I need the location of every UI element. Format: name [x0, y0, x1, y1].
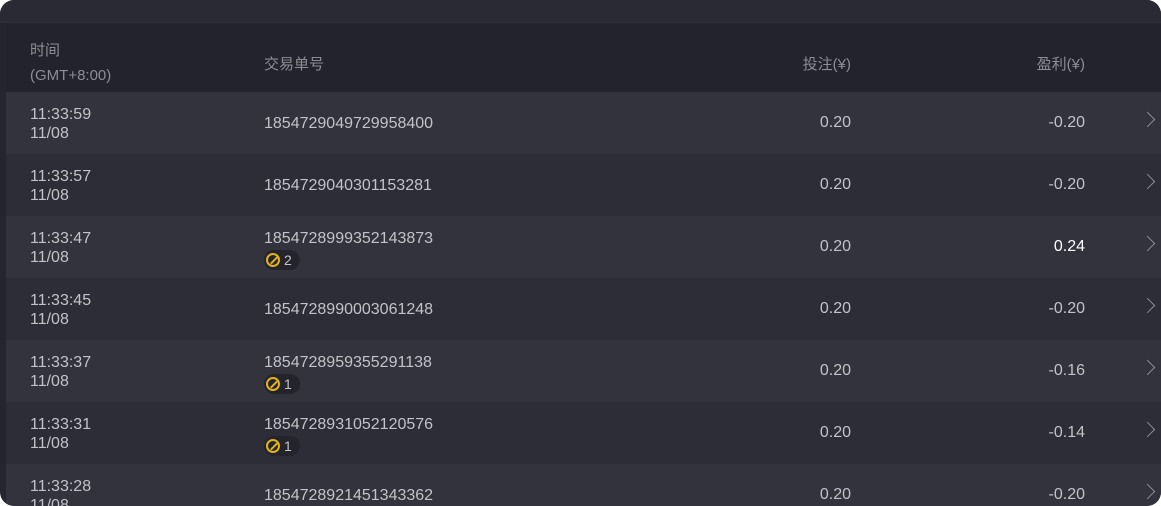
id-cell: 1854728990003061248	[264, 300, 433, 319]
profit-amount: 0.24	[1053, 238, 1085, 255]
id-cell: 1854729049729958400	[264, 114, 433, 133]
bet-amount: 0.20	[819, 114, 851, 131]
time: 11:33:37	[30, 354, 92, 371]
transaction-id: 1854728999352143873	[264, 230, 434, 247]
time-cell: 11:33:31 11/08	[30, 415, 91, 453]
header-time: 时间	[30, 42, 61, 59]
coin-icon	[266, 439, 280, 453]
time: 11:33:45	[30, 292, 92, 309]
profit-amount: -0.14	[1048, 424, 1085, 441]
table-row[interactable]: 11:33:28 11/08 1854728921451343362 0.20 -…	[6, 464, 1161, 506]
free-spin-badge: 1	[264, 436, 300, 456]
date: 11/08	[30, 125, 69, 142]
table-row[interactable]: 11:33:31 11/08 1854728931052120576 1 0.20 …	[6, 402, 1161, 464]
time-cell: 11:33:59 11/08	[30, 105, 91, 143]
profit-amount: -0.20	[1048, 114, 1085, 131]
date: 11/08	[30, 187, 69, 204]
header-id: 交易单号	[264, 56, 325, 73]
id-cell: 1854729040301153281	[264, 176, 432, 195]
profit-amount: -0.20	[1048, 300, 1085, 317]
top-bar	[0, 0, 1161, 23]
transaction-id: 1854728931052120576	[264, 416, 434, 433]
time-cell: 11:33:28 11/08	[30, 477, 91, 506]
bet-amount: 0.20	[819, 176, 851, 193]
time: 11:33:31	[30, 416, 92, 433]
id-cell: 1854728999352143873 2	[264, 229, 433, 272]
bet-amount: 0.20	[819, 300, 851, 317]
bet-amount: 0.20	[819, 424, 851, 441]
time: 11:33:28	[30, 478, 92, 495]
profit-amount: -0.16	[1048, 362, 1085, 379]
free-spin-badge: 2	[264, 250, 300, 270]
table-row[interactable]: 11:33:37 11/08 1854728959355291138 1 0.20 …	[6, 340, 1161, 402]
free-spin-badge: 1	[264, 374, 300, 394]
profit-amount: -0.20	[1048, 176, 1085, 193]
id-cell: 1854728921451343362	[264, 486, 433, 505]
badge-count: 2	[284, 251, 292, 268]
bet-amount: 0.20	[819, 238, 851, 255]
table-row[interactable]: 11:33:47 11/08 1854728999352143873 2 0.20 …	[6, 216, 1161, 278]
chevron-right-icon[interactable]	[1139, 359, 1156, 376]
chevron-right-icon[interactable]	[1139, 297, 1156, 314]
date: 11/08	[30, 497, 69, 506]
time-cell: 11:33:45 11/08	[30, 291, 91, 329]
id-cell: 1854728959355291138 1	[264, 353, 432, 396]
time: 11:33:57	[30, 168, 92, 185]
time-cell: 11:33:37 11/08	[30, 353, 91, 391]
header-bet: 投注(¥)	[802, 56, 851, 73]
chevron-right-icon[interactable]	[1139, 235, 1156, 252]
transaction-id: 1854728959355291138	[264, 354, 432, 371]
chevron-right-icon[interactable]	[1139, 483, 1156, 500]
transaction-id: 1854728921451343362	[264, 487, 434, 504]
date: 11/08	[30, 373, 69, 390]
chevron-right-icon[interactable]	[1139, 111, 1156, 128]
chevron-right-icon[interactable]	[1139, 421, 1156, 438]
transaction-id: 1854729049729958400	[264, 115, 434, 132]
date: 11/08	[30, 435, 69, 452]
date: 11/08	[30, 311, 69, 328]
id-cell: 1854728931052120576 1	[264, 415, 433, 458]
coin-icon	[266, 253, 280, 267]
bet-amount: 0.20	[819, 486, 851, 503]
bet-amount: 0.20	[819, 362, 851, 379]
bet-history-table: 时间 (GMT+8:00) 交易单号 投注(¥) 盈利(¥) 11:33:59 1…	[6, 23, 1161, 506]
transaction-id: 1854728990003061248	[264, 301, 434, 318]
badge-count: 1	[284, 375, 292, 392]
coin-icon	[266, 377, 280, 391]
time: 11:33:59	[30, 106, 92, 123]
chevron-right-icon[interactable]	[1139, 173, 1156, 190]
table-row[interactable]: 11:33:45 11/08 1854728990003061248 0.20 -…	[6, 278, 1161, 340]
header-profit: 盈利(¥)	[1036, 56, 1085, 73]
time-cell: 11:33:47 11/08	[30, 229, 91, 267]
date: 11/08	[30, 249, 69, 266]
header-timezone: (GMT+8:00)	[30, 67, 112, 84]
table-row[interactable]: 11:33:59 11/08 1854729049729958400 0.20 -…	[6, 92, 1161, 154]
profit-amount: -0.20	[1048, 486, 1085, 503]
badge-count: 1	[284, 437, 292, 454]
time-cell: 11:33:57 11/08	[30, 167, 91, 205]
transaction-id: 1854729040301153281	[264, 177, 432, 194]
time: 11:33:47	[30, 230, 92, 247]
table-header: 时间 (GMT+8:00) 交易单号 投注(¥) 盈利(¥)	[6, 23, 1161, 92]
table-row[interactable]: 11:33:57 11/08 1854729040301153281 0.20 -…	[6, 154, 1161, 216]
